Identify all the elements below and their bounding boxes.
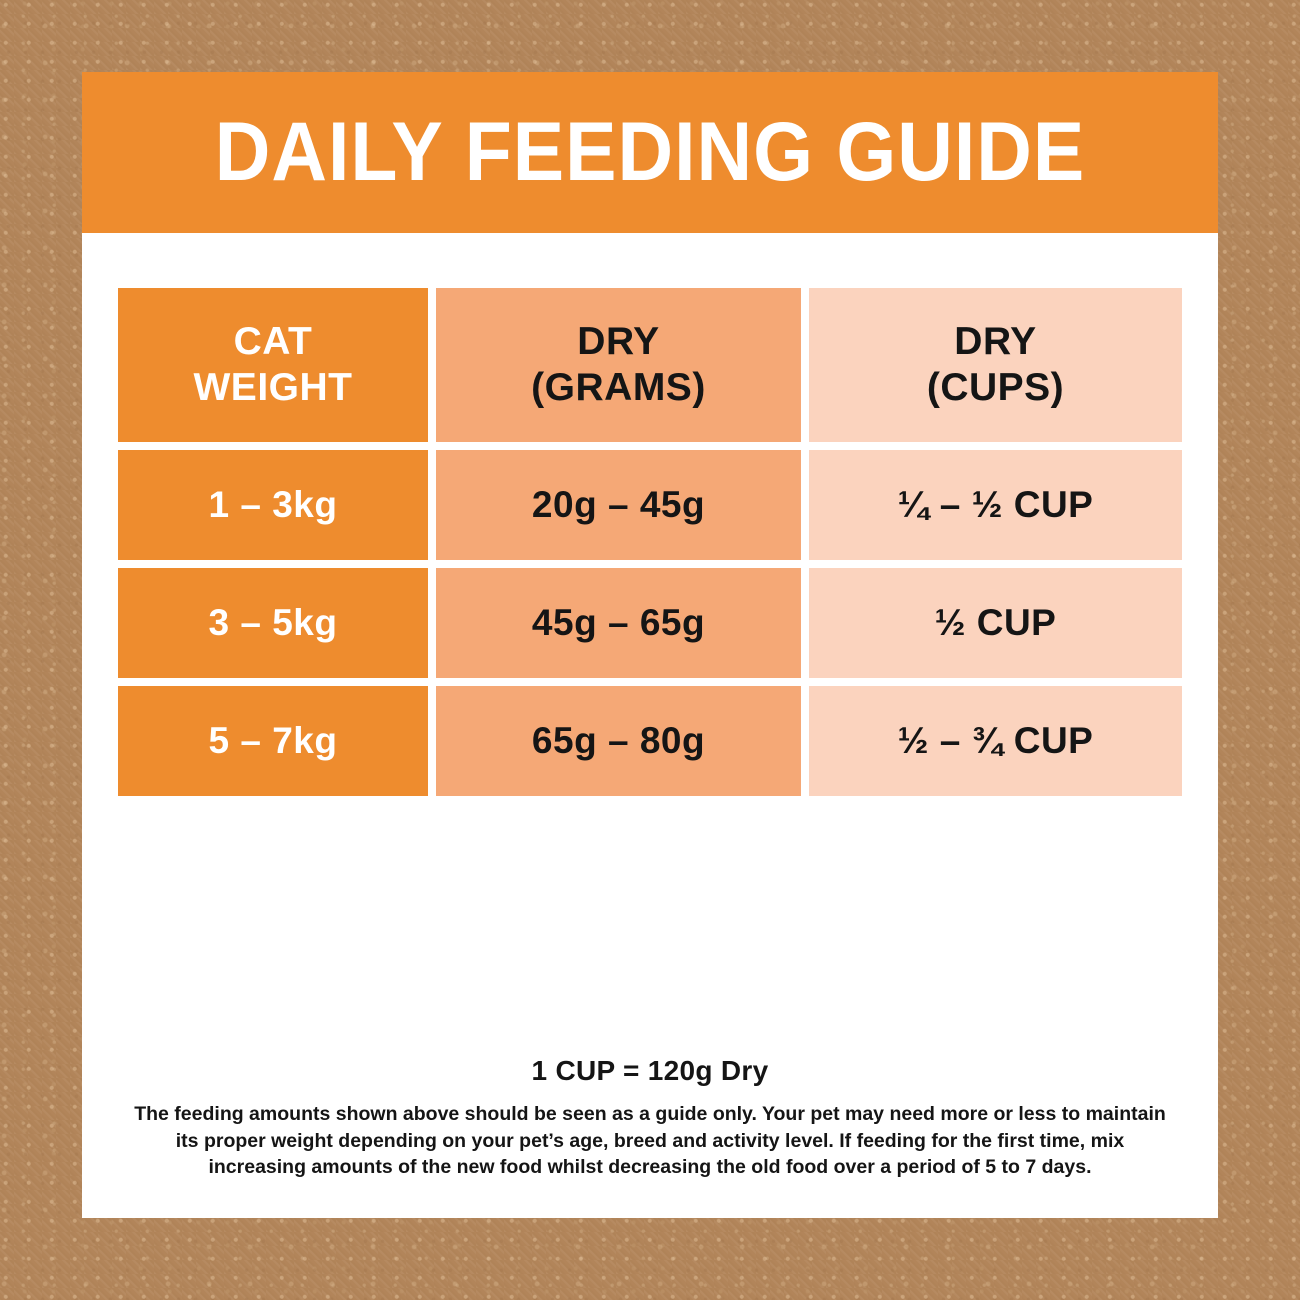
feeding-disclaimer: The feeding amounts shown above should b… [134,1103,1166,1179]
cell-row1-dry-cups: ¼ – ½ CUP [809,450,1182,560]
column-header-dry-grams: DRY (GRAMS) [436,288,801,442]
feeding-table: CAT WEIGHT DRY (GRAMS) DRY (CUPS) 1 – 3k… [118,288,1182,796]
cell-row3-dry-cups: ½ – ¾ CUP [809,686,1182,796]
cell-row2-dry-grams: 45g – 65g [436,568,801,678]
cup-equivalence-note: 1 CUP = 120g Dry [531,1055,769,1086]
column-header-cat-weight: CAT WEIGHT [118,288,428,442]
page-title: DAILY FEEDING GUIDE [214,105,1086,199]
cell-row2-cat-weight: 3 – 5kg [118,568,428,678]
cell-row3-dry-grams: 65g – 80g [436,686,801,796]
cell-row2-dry-cups: ½ CUP [809,568,1182,678]
cell-row1-cat-weight: 1 – 3kg [118,450,428,560]
feeding-guide-card: DAILY FEEDING GUIDE CAT WEIGHT DRY (GRAM… [82,72,1218,1218]
title-band: DAILY FEEDING GUIDE [82,72,1218,233]
cell-row1-dry-grams: 20g – 45g [436,450,801,560]
footer-notes: 1 CUP = 120g Dry The feeding amounts sho… [82,1055,1218,1181]
cell-row3-cat-weight: 5 – 7kg [118,686,428,796]
column-header-dry-cups: DRY (CUPS) [809,288,1182,442]
